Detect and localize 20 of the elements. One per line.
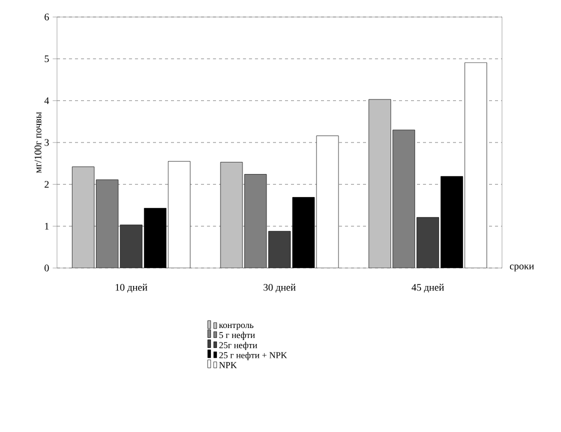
bar (72, 166, 94, 268)
legend-label: NPK (219, 362, 237, 368)
bar (220, 162, 243, 268)
legend-label: 25г нефти (219, 342, 258, 350)
y-tick-label: 2 (44, 181, 49, 188)
bar (368, 99, 392, 268)
x-axis-title: сроки (510, 264, 534, 272)
legend-label: 5 г нефти (219, 332, 255, 340)
y-tick-label: 4 (44, 97, 50, 104)
x-tick-label: 45 дней (412, 284, 444, 293)
y-tick-label: 1 (45, 222, 49, 230)
y-axis-title: мг/100г почвы (34, 112, 42, 173)
x-tick-label: 10 дней (116, 284, 148, 293)
y-tick-label: 5 (44, 56, 49, 62)
y-tick-label: 0 (44, 264, 49, 272)
y-tick-label: 3 (44, 139, 49, 146)
legend-label: 25 г нефти + NPK (219, 352, 288, 360)
y-tick-label: 6 (44, 14, 49, 20)
legend-label: контроль (219, 324, 254, 330)
x-tick-label: 30 дней (264, 284, 296, 293)
